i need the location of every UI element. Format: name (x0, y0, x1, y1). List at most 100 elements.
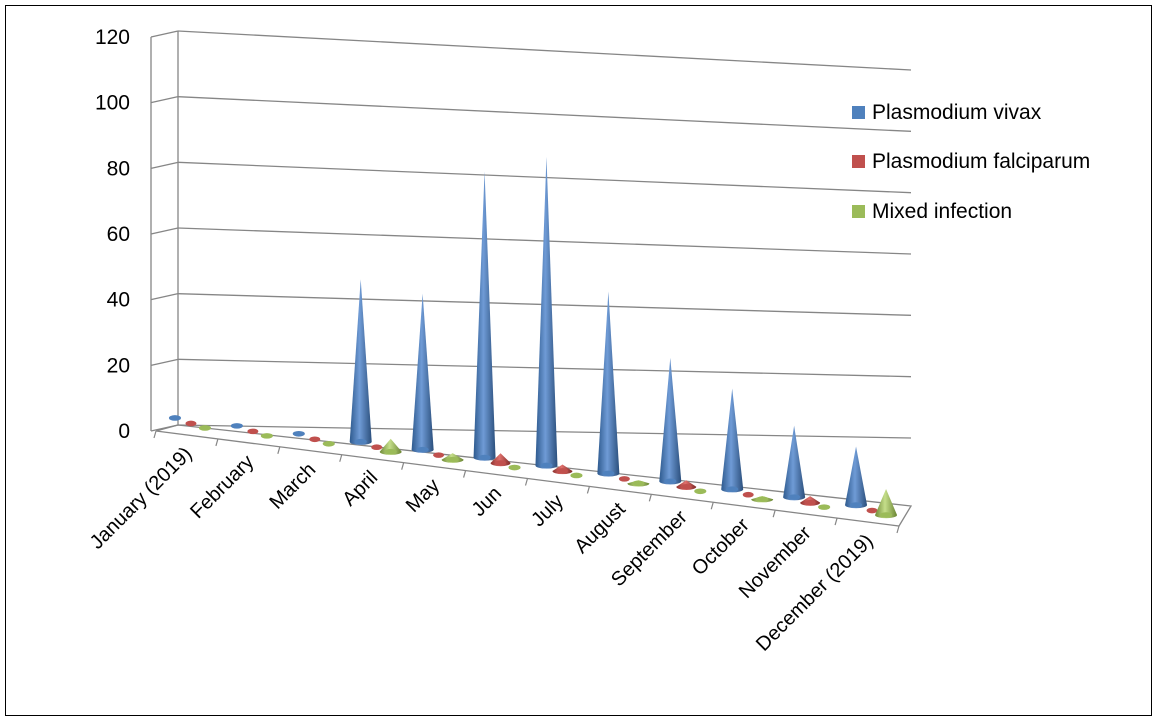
legend-item-mixed-infection: Mixed infection (852, 200, 1012, 223)
cone-base (788, 494, 801, 500)
x-tick-mark (896, 525, 900, 534)
legend-label: Mixed infection (872, 200, 1012, 223)
x-tick-mark (586, 486, 590, 494)
cone-plasmodium-vivax-december-2019 (845, 446, 868, 509)
cone-base (198, 425, 212, 431)
cone-plasmodium-vivax-february (230, 423, 243, 429)
cone-base (446, 456, 459, 463)
cone-plasmodium-falciparum-october (742, 491, 754, 498)
cone-plasmodium-vivax-october (721, 388, 744, 493)
x-tick-mark (710, 502, 714, 510)
x-tick-label: February (186, 451, 258, 523)
cone-mixed-infection-april (379, 438, 402, 455)
cone-body (721, 388, 744, 493)
cone-body (659, 357, 682, 485)
cone-mixed-infection-may (441, 453, 464, 463)
y-tick-mark (150, 30, 179, 38)
y-tick-mark (150, 358, 179, 366)
cone-plasmodium-vivax-november (783, 425, 806, 501)
chart-svg: 0 20 40 60 80 100 120 January (2019)February Mar… (86, 26, 1090, 656)
cone-plasmodium-falciparum-august (618, 476, 630, 482)
cone-base (570, 472, 583, 479)
gridline (177, 30, 912, 71)
cone-base (247, 428, 259, 435)
x-tick-mark (524, 478, 529, 486)
cone-base (433, 452, 445, 458)
cone-base (726, 486, 739, 493)
cone-plasmodium-vivax-august (597, 291, 620, 477)
cone-plasmodium-falciparum-january-2019 (185, 420, 197, 427)
series-plasmodium-vivax (168, 156, 868, 509)
cone-base (849, 502, 863, 508)
cone-base (664, 478, 677, 485)
legend-swatch (852, 205, 865, 218)
cone-base (230, 423, 243, 429)
cone-mixed-infection-september (694, 488, 707, 495)
cone-base (818, 504, 831, 510)
x-tick-mark (772, 510, 776, 518)
cone-base (168, 415, 182, 421)
cone-base (680, 483, 692, 490)
cone-body (535, 156, 558, 469)
cone-base (866, 507, 878, 514)
y-tick-label: 120 (95, 26, 130, 49)
x-tick-mark (339, 454, 343, 462)
cone-plasmodium-falciparum-september (676, 480, 697, 490)
cone-plasmodium-vivax-may (411, 293, 434, 453)
cone-plasmodium-vivax-jun (473, 171, 496, 461)
x-tick-mark (401, 462, 405, 470)
y-tick-mark (150, 96, 179, 104)
cone-base (185, 420, 197, 427)
x-tick-label: Jun (468, 483, 506, 521)
cone-mixed-infection-december-2019 (875, 489, 898, 519)
y-tick-mark (150, 293, 179, 301)
cone-plasmodium-vivax-september (659, 357, 682, 485)
x-tick-label: December (2019) (752, 530, 878, 656)
cone-body (597, 291, 620, 477)
cone-base (618, 476, 630, 482)
legend-item-plasmodium-vivax: Plasmodium vivax (852, 101, 1042, 124)
cone-plasmodium-falciparum-may (433, 452, 445, 458)
cone-base (354, 438, 367, 445)
cone-base (556, 468, 568, 474)
legend-swatch (852, 155, 865, 168)
legend-swatch (852, 106, 865, 119)
legend: Plasmodium vivax Plasmodium falciparum Mix… (852, 101, 1090, 223)
y-tick-label: 80 (107, 157, 130, 180)
cone-plasmodium-falciparum-april (371, 444, 383, 451)
cone-mixed-infection-october (751, 495, 774, 503)
x-tick-mark (277, 446, 281, 454)
y-tick-label: 60 (107, 223, 130, 246)
cone-mixed-infection-august (627, 480, 650, 487)
cone-base (371, 444, 383, 451)
y-tick-label: 40 (107, 289, 130, 312)
x-tick-label: August (570, 498, 630, 558)
cone-plasmodium-falciparum-march (309, 436, 321, 443)
cone-mixed-infection-july (570, 472, 583, 479)
y-tick-mark (150, 161, 179, 169)
x-tick-label: October (688, 514, 754, 580)
cone-body (411, 293, 434, 453)
x-tick-label: July (527, 490, 568, 531)
cone-base (694, 488, 707, 495)
legend-label: Plasmodium vivax (872, 101, 1042, 124)
cone-body (875, 489, 898, 519)
gridline (177, 161, 912, 194)
cone-plasmodium-falciparum-december-2019 (866, 507, 878, 514)
cone-plasmodium-falciparum-jun (490, 453, 511, 467)
gridline (177, 96, 912, 132)
cone-base (384, 448, 397, 455)
x-tick-mark (834, 517, 838, 526)
cone-body (349, 279, 372, 445)
chart-frame: 0 20 40 60 80 100 120 January (2019) February Mar… (5, 5, 1152, 716)
x-tick-label: January (2019) (86, 443, 197, 554)
cone-base (879, 512, 893, 518)
cone-plasmodium-vivax-march (292, 430, 305, 437)
cone-base (322, 440, 335, 447)
cone-base (292, 430, 305, 437)
legend-item-plasmodium-falciparum: Plasmodium falciparum (852, 150, 1090, 173)
x-tick-label: May (402, 475, 444, 517)
cone-mixed-infection-january-2019 (198, 425, 212, 431)
x-tick-label: March (265, 459, 320, 514)
cone-body (845, 446, 868, 509)
